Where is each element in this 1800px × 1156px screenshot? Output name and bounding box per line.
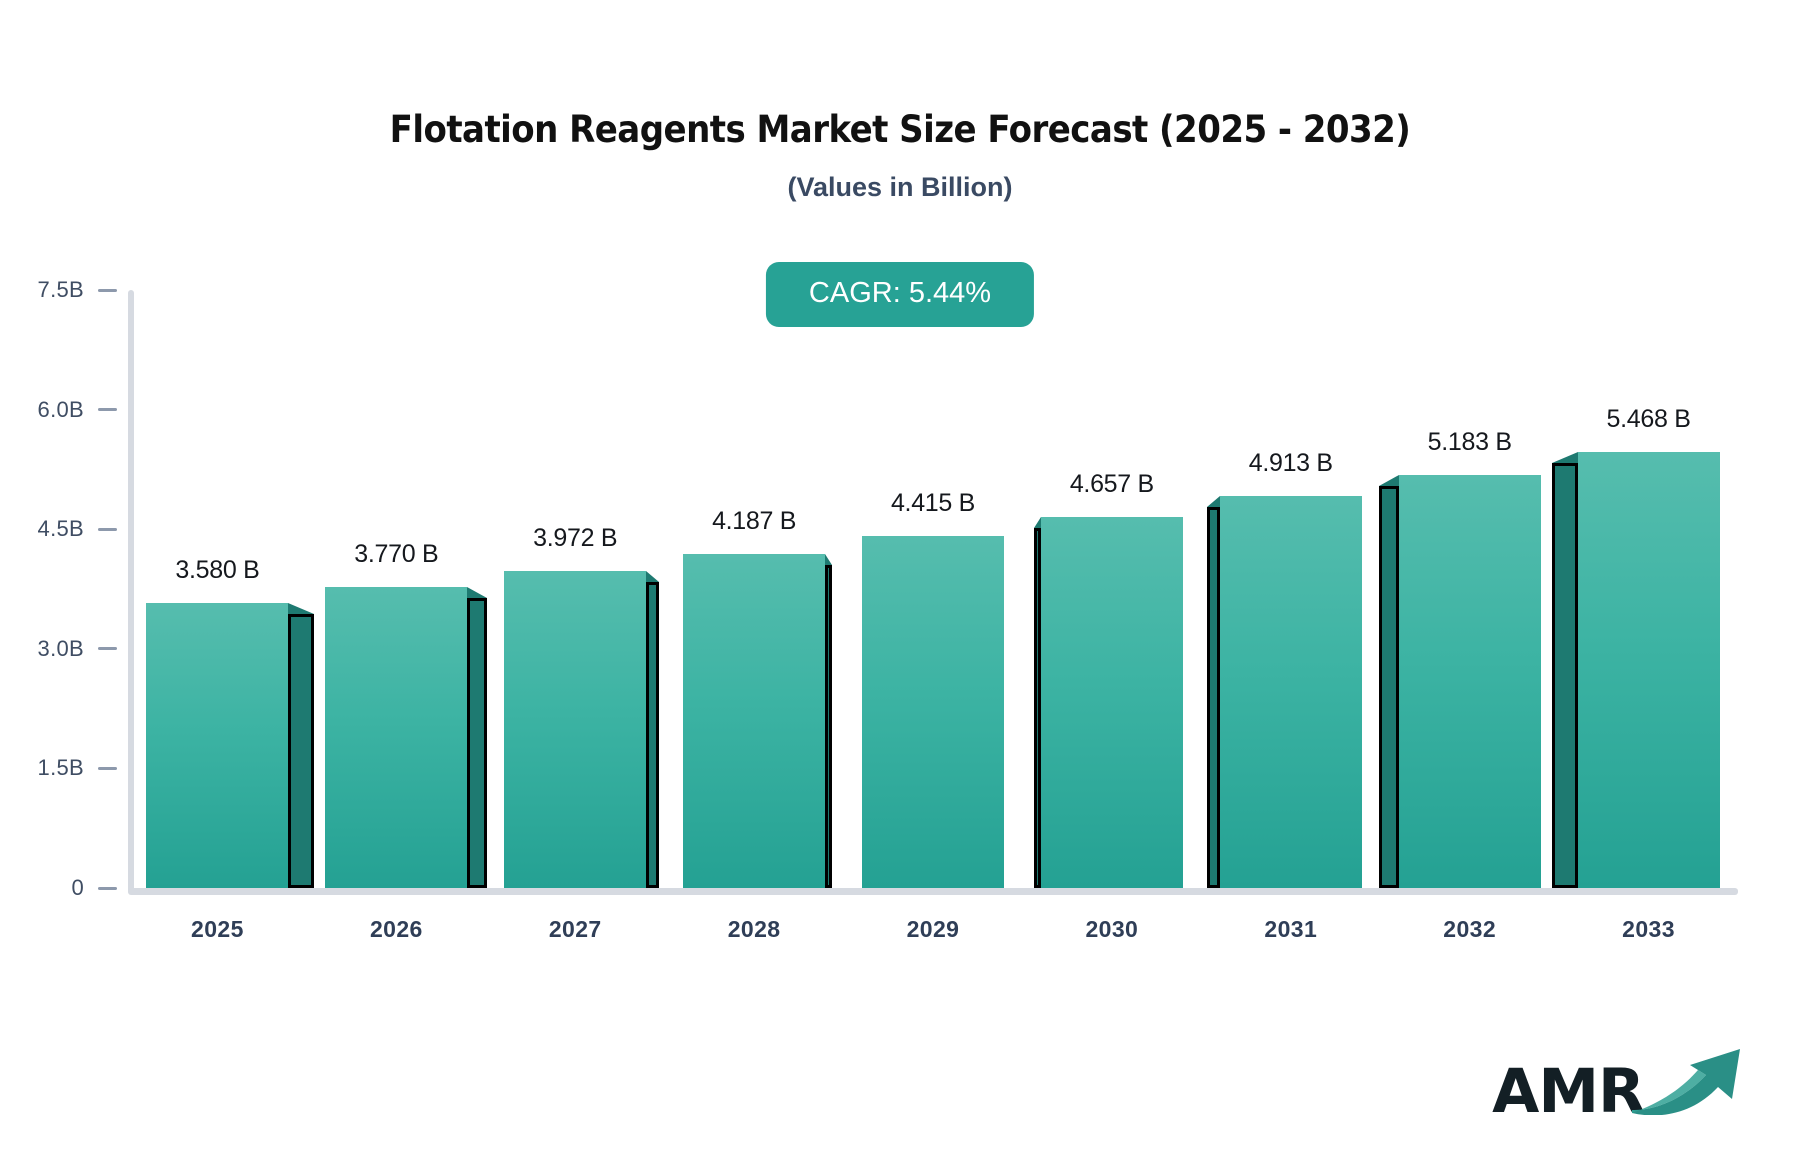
- x-axis-baseline: [128, 888, 1738, 895]
- bar-side-face: [825, 565, 833, 888]
- y-axis-tick-dash: [98, 886, 117, 890]
- bar-value-label: 4.657 B: [1069, 469, 1154, 498]
- bar-top-cap: [825, 554, 833, 566]
- bar-column[interactable]: 4.415 B: [862, 290, 1004, 888]
- bar-column[interactable]: 5.183 B: [1378, 290, 1541, 888]
- y-axis-tick-label: 3.0B: [37, 635, 84, 661]
- bar-column[interactable]: 3.770 B: [325, 290, 488, 888]
- logo-text: AMR: [1492, 1056, 1645, 1127]
- bar-front-face: [504, 571, 647, 888]
- bar-side-face: [1033, 527, 1041, 888]
- x-axis-label: 2033: [1622, 916, 1675, 942]
- bar-side-face: [1551, 463, 1578, 888]
- bar-column[interactable]: 3.580 B: [146, 290, 315, 888]
- y-axis-tick-dash: [98, 408, 117, 412]
- page-title: Flotation Reagents Market Size Forecast …: [389, 108, 1411, 151]
- bar-column[interactable]: 5.468 B: [1551, 290, 1720, 888]
- y-axis-tick: 7.5B: [0, 277, 128, 302]
- y-axis-tick-dash: [98, 527, 117, 531]
- bar-top-cap: [1551, 452, 1578, 464]
- bar-value-label: 3.972 B: [533, 524, 618, 553]
- bar-value-label: 5.183 B: [1427, 427, 1512, 456]
- y-axis-tick-dash: [98, 766, 117, 770]
- bar-top-cap: [1378, 474, 1399, 486]
- bar-top-cap: [1033, 516, 1041, 528]
- y-axis-tick-label: 6.0B: [37, 396, 84, 422]
- bar-top-cap: [1206, 496, 1220, 508]
- y-axis-tick: 1.5B: [0, 755, 128, 781]
- bar-front-face: [146, 602, 289, 888]
- bar-side-face: [467, 598, 488, 888]
- bar-front-face: [862, 535, 1004, 888]
- y-axis-tick-dash: [98, 288, 117, 292]
- bar-side-face: [288, 613, 315, 888]
- x-axis-label: 2030: [1085, 916, 1139, 942]
- cagr-badge: CAGR: 5.44%: [765, 262, 1035, 327]
- bar-top-cap: [288, 602, 315, 614]
- bar-front-face: [1219, 496, 1362, 888]
- bar-front-face: [1398, 474, 1541, 888]
- y-axis-tick: 6.0B: [0, 396, 128, 422]
- bar-front-face: [1577, 452, 1720, 888]
- bar-column[interactable]: 4.657 B: [1033, 290, 1183, 888]
- bar-front-face: [683, 554, 826, 888]
- x-axis-label: 2027: [548, 916, 602, 942]
- plot-area: 0 1.5B 3.0B 4.5B 6.0B 7.5B 3.580 B 3.770 B 3.97…: [38, 277, 1738, 900]
- y-axis-tick: 0: [0, 875, 128, 900]
- growth-arrow-icon: [1628, 1041, 1748, 1120]
- bar-value-label: 4.415 B: [890, 488, 976, 517]
- x-axis-label: 2032: [1443, 916, 1497, 942]
- y-axis-tick: 3.0B: [0, 635, 128, 661]
- chart-subtitle: (Values in Billion): [787, 172, 1013, 202]
- bar-front-face: [1040, 516, 1183, 888]
- y-axis-tick-dash: [98, 647, 117, 651]
- bar-value-label: 4.913 B: [1248, 449, 1333, 478]
- bar-top-cap: [646, 571, 660, 583]
- bar-value-label: 3.580 B: [175, 555, 260, 584]
- y-axis-tick-label: 1.5B: [37, 755, 84, 781]
- bar-column[interactable]: 3.972 B: [504, 290, 660, 888]
- y-axis-line: [128, 290, 134, 894]
- y-axis-tick: 4.5B: [0, 516, 128, 542]
- bar-side-face: [1378, 485, 1399, 888]
- bar-value-label: 5.468 B: [1606, 405, 1691, 434]
- bar-value-label: 3.770 B: [354, 540, 439, 569]
- x-axis-label: 2028: [727, 916, 781, 942]
- bar-column[interactable]: 4.187 B: [683, 290, 833, 888]
- bar-side-face: [1206, 507, 1220, 888]
- bar-value-label: 4.187 B: [712, 507, 797, 536]
- bar-top-cap: [467, 587, 488, 599]
- y-axis-tick-label: 4.5B: [37, 516, 84, 542]
- bar-side-face: [646, 582, 660, 888]
- y-axis-tick-label: 0: [71, 875, 84, 900]
- x-axis-label: 2026: [369, 916, 423, 942]
- bar-series: 3.580 B 3.770 B 3.972 B 4.187 B 4.415 B 4.657…: [128, 290, 1738, 891]
- x-axis-label: 2029: [906, 916, 960, 942]
- bar-column[interactable]: 4.913 B: [1206, 290, 1362, 888]
- amr-logo: AMR: [1492, 1041, 1748, 1122]
- y-axis-tick-label: 7.5B: [37, 277, 84, 302]
- x-axis-label: 2025: [191, 916, 244, 942]
- bar-front-face: [325, 587, 468, 888]
- x-axis-label: 2031: [1264, 916, 1318, 942]
